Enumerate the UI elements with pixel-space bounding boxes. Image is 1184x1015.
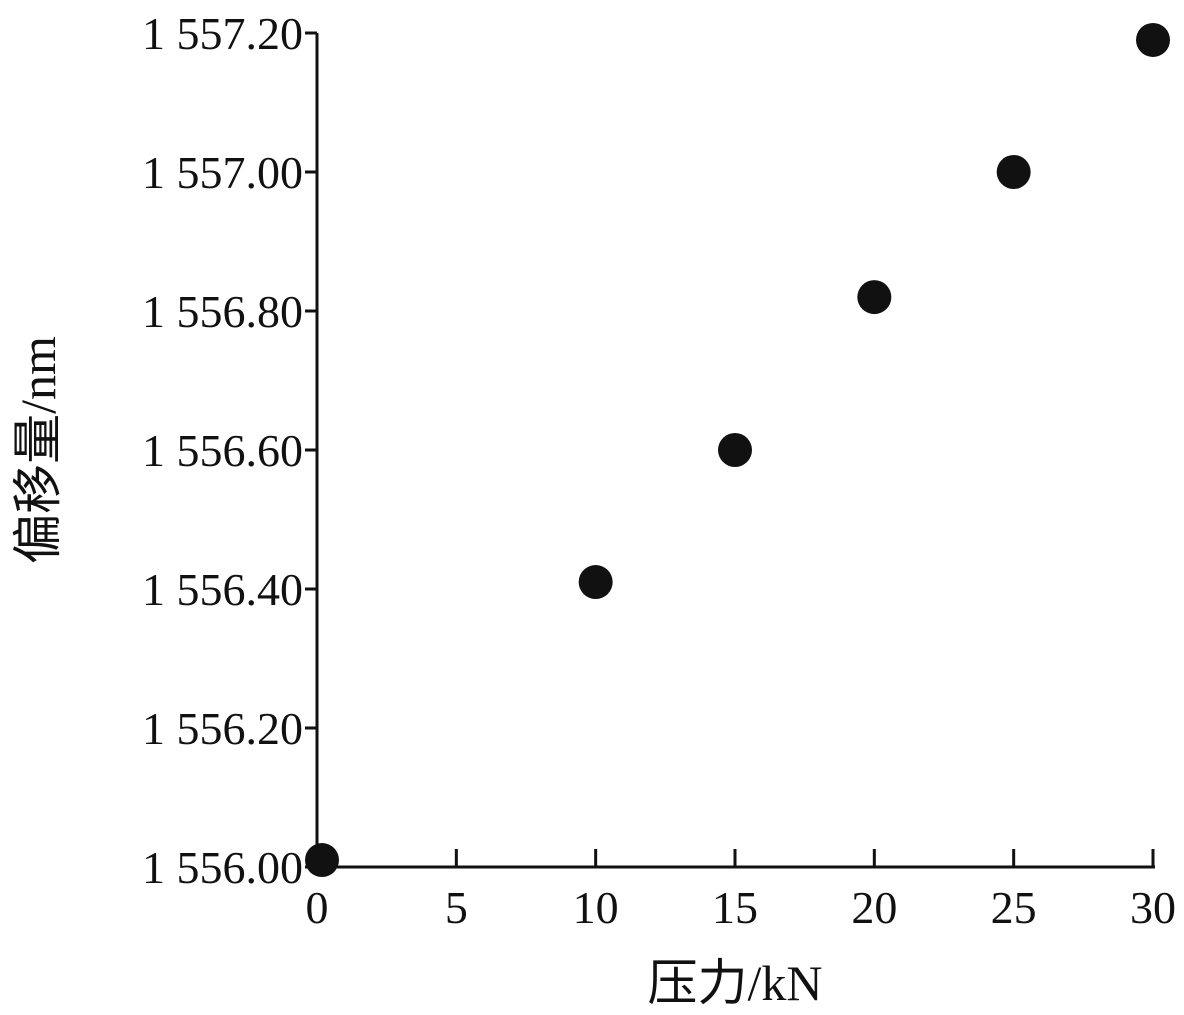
x-tick-label: 30 (1130, 882, 1176, 933)
y-tick-label: 1 557.20 (142, 8, 303, 59)
data-point (578, 565, 613, 600)
y-tick-label: 1 557.00 (142, 147, 303, 198)
y-tick-label: 1 556.80 (142, 286, 303, 337)
y-tick-label: 1 556.20 (142, 703, 303, 754)
x-tick-label: 10 (573, 882, 619, 933)
data-point (305, 843, 339, 878)
data-point (1136, 22, 1170, 57)
x-tick-label: 0 (306, 882, 329, 933)
x-tick-label: 20 (851, 882, 897, 933)
data-points (305, 22, 1170, 878)
x-tick-label: 25 (991, 882, 1037, 933)
x-axis-label: 压力/kN (648, 955, 823, 1011)
y-axis-label: 偏移量/nm (10, 336, 66, 564)
x-tick-label: 15 (712, 882, 758, 933)
y-tick-label: 1 556.60 (142, 425, 303, 476)
data-point (857, 280, 892, 315)
x-tick-label: 5 (445, 882, 468, 933)
data-point (718, 433, 752, 467)
axes: 1 556.00 1 556.20 1 556.40 1 556.60 1 556.80… (142, 8, 1176, 933)
y-tick-label: 1 556.00 (142, 842, 303, 893)
data-point (996, 155, 1031, 189)
y-tick-label: 1 556.40 (142, 564, 303, 615)
